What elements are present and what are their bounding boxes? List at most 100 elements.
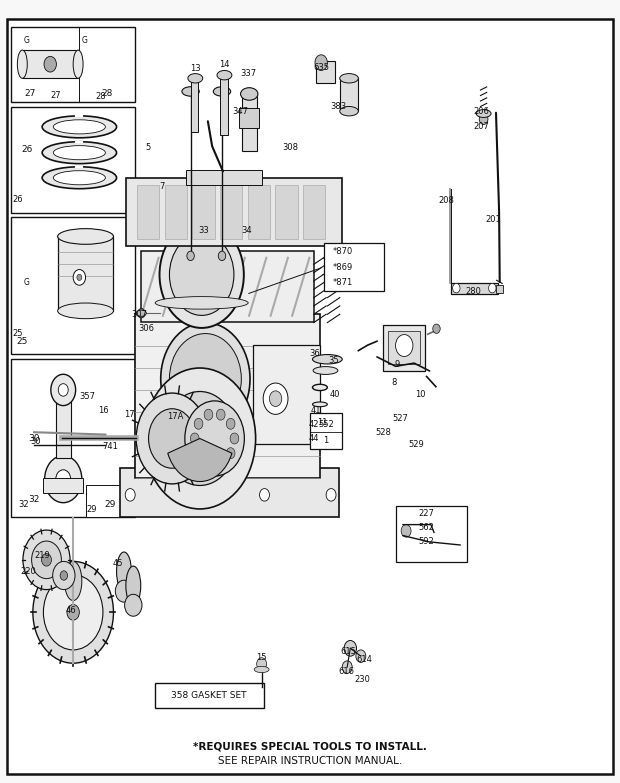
Bar (396, 506, 467, 562)
Text: G: G (24, 36, 30, 45)
Text: 15: 15 (257, 653, 267, 662)
Circle shape (51, 374, 76, 406)
Circle shape (396, 334, 413, 356)
Bar (496, 285, 503, 293)
Text: 280: 280 (466, 287, 482, 296)
Text: 337: 337 (240, 69, 256, 78)
Bar (86, 485, 135, 517)
Circle shape (125, 489, 135, 501)
Bar (11, 217, 135, 354)
Text: 13: 13 (190, 64, 201, 74)
Text: 308: 308 (282, 143, 298, 152)
Text: 219: 219 (34, 551, 50, 561)
Text: 208: 208 (438, 196, 454, 205)
Text: 347: 347 (232, 106, 249, 116)
Ellipse shape (42, 142, 117, 164)
Bar (22, 50, 78, 78)
Ellipse shape (58, 229, 113, 244)
Text: 45: 45 (113, 559, 123, 568)
Bar (220, 186, 242, 239)
Circle shape (67, 604, 79, 620)
Text: *REQUIRES SPECIAL TOOLS TO INSTALL.: *REQUIRES SPECIAL TOOLS TO INSTALL. (193, 742, 427, 752)
Circle shape (56, 470, 71, 489)
Circle shape (43, 575, 103, 650)
Text: *871: *871 (332, 278, 353, 287)
Circle shape (187, 251, 194, 261)
Text: eReplacementParts.com: eReplacementParts.com (220, 377, 400, 390)
Text: 32: 32 (18, 500, 29, 509)
Circle shape (184, 419, 215, 458)
Bar (141, 251, 314, 322)
Ellipse shape (53, 146, 105, 160)
Ellipse shape (340, 74, 358, 83)
Circle shape (169, 334, 241, 424)
Bar (165, 186, 187, 239)
Text: G: G (81, 36, 87, 45)
Circle shape (433, 324, 440, 334)
Text: 615: 615 (340, 647, 356, 656)
Ellipse shape (73, 50, 83, 78)
Text: 527: 527 (392, 413, 408, 423)
Bar (126, 178, 342, 247)
Circle shape (401, 525, 411, 537)
Text: 207: 207 (473, 122, 489, 132)
Ellipse shape (42, 167, 117, 189)
Circle shape (42, 554, 51, 566)
Text: 35: 35 (328, 355, 339, 365)
Circle shape (356, 650, 366, 662)
Text: 614: 614 (356, 655, 373, 664)
Circle shape (216, 410, 225, 420)
Text: 230: 230 (355, 675, 371, 684)
Text: 7: 7 (160, 182, 165, 191)
Circle shape (194, 418, 203, 429)
Bar (383, 325, 425, 370)
Text: SEE REPAIR INSTRUCTION MANUAL.: SEE REPAIR INSTRUCTION MANUAL. (218, 756, 402, 766)
Circle shape (204, 410, 213, 420)
Text: 8: 8 (392, 377, 397, 387)
Circle shape (257, 658, 267, 670)
Ellipse shape (136, 310, 146, 316)
Circle shape (162, 392, 237, 485)
Ellipse shape (312, 355, 342, 364)
Text: 529: 529 (409, 440, 425, 449)
Circle shape (190, 433, 199, 444)
Text: 33: 33 (198, 226, 209, 235)
Circle shape (45, 456, 82, 503)
Circle shape (115, 580, 133, 602)
Text: 42: 42 (309, 420, 319, 429)
Circle shape (453, 283, 460, 293)
Circle shape (263, 383, 288, 414)
Bar (220, 76, 228, 135)
Text: 227: 227 (418, 509, 435, 518)
Text: 26: 26 (12, 195, 23, 204)
Circle shape (489, 283, 496, 293)
Circle shape (226, 418, 235, 429)
Bar (135, 314, 320, 478)
Bar (155, 683, 264, 708)
Bar (324, 243, 384, 291)
Circle shape (226, 448, 235, 459)
Circle shape (161, 323, 250, 435)
Circle shape (195, 489, 205, 501)
Circle shape (44, 56, 56, 72)
Bar (11, 107, 135, 213)
Bar (303, 186, 326, 239)
Text: 36: 36 (309, 349, 321, 359)
Bar (275, 186, 298, 239)
Text: *870: *870 (332, 247, 353, 256)
Circle shape (169, 234, 234, 316)
Circle shape (136, 393, 208, 484)
Circle shape (144, 368, 255, 509)
Bar (388, 331, 420, 364)
Ellipse shape (476, 110, 491, 117)
Text: 5: 5 (145, 143, 150, 152)
Text: 592: 592 (418, 537, 435, 547)
Circle shape (149, 409, 196, 468)
Circle shape (194, 448, 203, 459)
Text: 552: 552 (318, 420, 334, 429)
Bar (316, 61, 335, 83)
Ellipse shape (188, 74, 203, 83)
Text: 635: 635 (313, 63, 329, 72)
Bar (11, 27, 135, 102)
Text: 306: 306 (138, 324, 154, 334)
